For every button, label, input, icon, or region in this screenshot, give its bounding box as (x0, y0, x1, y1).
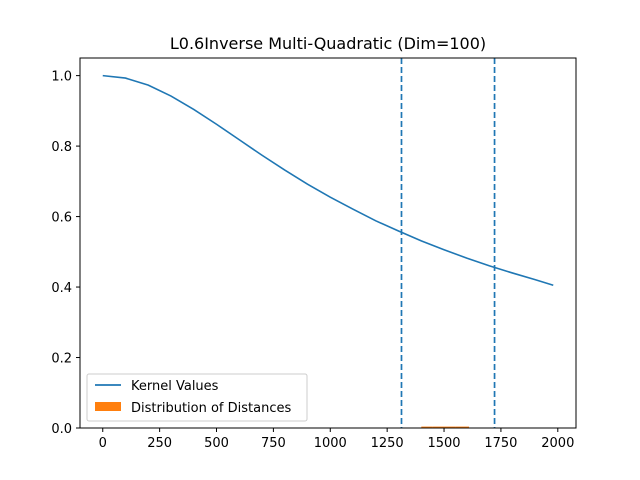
x-tick-label: 750 (261, 436, 286, 451)
kernel-values-line (102, 74, 554, 287)
chart-title: L0.6Inverse Multi-Quadratic (Dim=100) (170, 34, 486, 53)
distance-histogram-bar (432, 426, 445, 428)
plot-frame (79, 57, 577, 429)
x-tick-label: 500 (204, 436, 229, 451)
legend-label-kernel: Kernel Values (131, 379, 219, 394)
x-tick-label: 1750 (484, 436, 517, 451)
legend: Kernel Values Distribution of Distances (86, 373, 308, 422)
y-tick-label: 0.4 (51, 281, 72, 296)
x-tick-label: 1250 (371, 436, 404, 451)
legend-box (86, 373, 308, 422)
y-tick-label: 0.0 (51, 422, 72, 437)
distance-histogram-bar (455, 426, 470, 428)
y-tick-label: 0.2 (51, 352, 72, 367)
y-tick-label: 1.0 (51, 70, 72, 85)
distance-histogram-bar (444, 426, 456, 428)
distance-histogram-bar (421, 426, 433, 428)
x-tick-label: 2000 (541, 436, 574, 451)
x-tick-label: 0 (99, 436, 107, 451)
legend-bar-swatch (95, 402, 121, 411)
y-tick-label: 0.6 (51, 211, 72, 226)
x-tick-label: 250 (147, 436, 172, 451)
legend-label-distances: Distribution of Distances (131, 401, 291, 416)
x-tick-label: 1500 (427, 436, 460, 451)
x-tick-label: 1000 (314, 436, 347, 451)
y-tick-label: 0.8 (51, 140, 72, 155)
